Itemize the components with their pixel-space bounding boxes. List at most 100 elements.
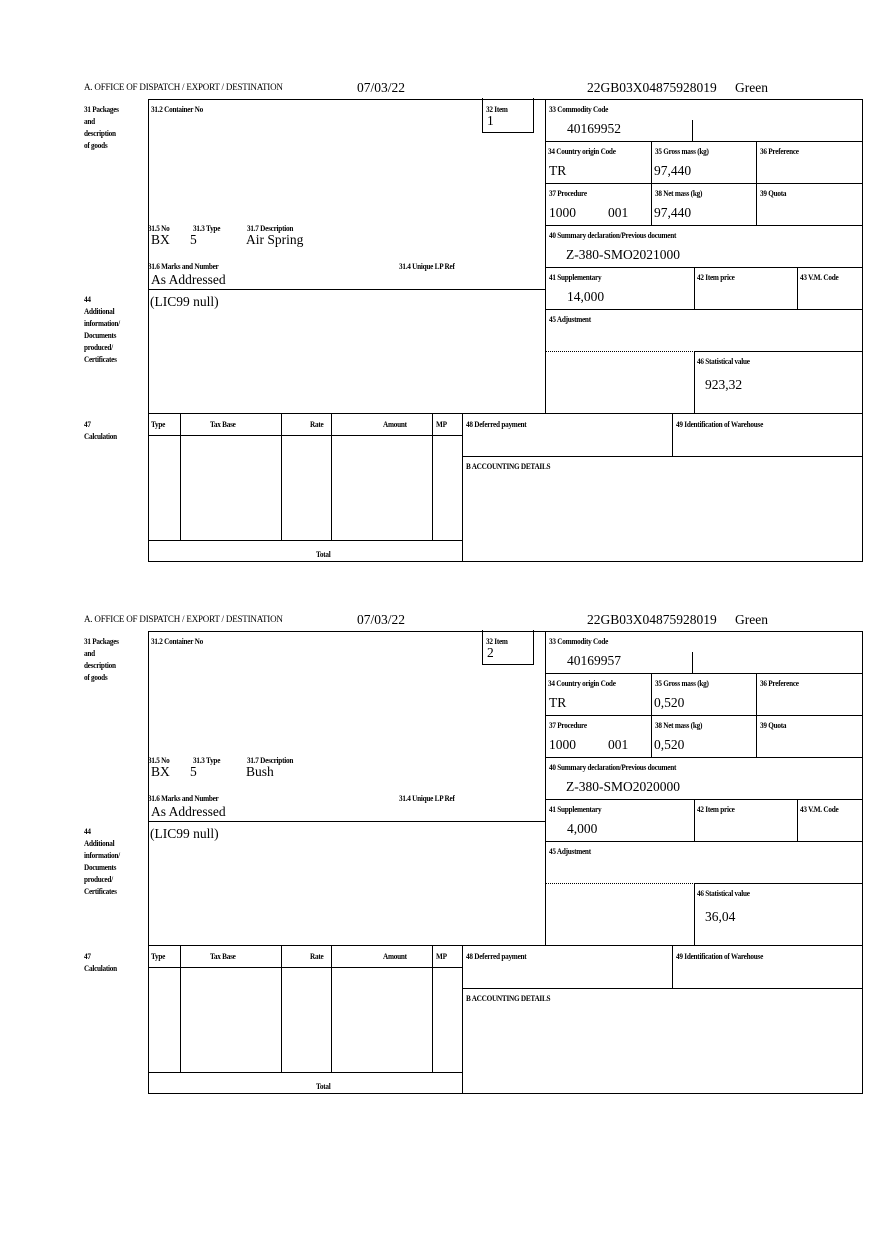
procedure-additional-value: 001: [608, 205, 629, 220]
marks-value: As Addressed: [151, 804, 226, 819]
divider: [180, 945, 181, 1072]
packages-label: of goods: [84, 140, 108, 150]
item-value: 1: [487, 113, 494, 128]
commodity-code-label: 33 Commodity Code: [549, 104, 609, 114]
quota-label: 39 Quota: [760, 720, 787, 730]
divider: [545, 351, 695, 352]
calc-rate-header: Rate: [310, 951, 324, 961]
additional-label: Certificates: [84, 354, 117, 364]
no-value: BX: [151, 764, 170, 779]
divider: [148, 1072, 462, 1073]
description-value: Bush: [246, 764, 274, 779]
calc-amount-header: Amount: [383, 419, 407, 429]
country-origin-label: 34 Country origin Code: [548, 678, 616, 688]
packages-label: and: [84, 648, 95, 658]
divider: [432, 945, 433, 1072]
divider: [692, 120, 693, 141]
calc-rate-header: Rate: [310, 419, 324, 429]
calc-amount-header: Amount: [383, 951, 407, 961]
supplementary-value: 14,000: [567, 289, 605, 304]
summary-declaration-label: 40 Summary declaration/Previous document: [549, 762, 677, 772]
packages-label: 31 Packages: [84, 104, 119, 114]
statistical-value: 36,04: [705, 909, 736, 924]
calc-type-header: Type: [151, 951, 166, 961]
divider: [281, 945, 282, 1072]
quota-label: 39 Quota: [760, 188, 787, 198]
marks-label: 31.6 Marks and Number: [148, 261, 219, 271]
divider: [148, 435, 462, 436]
divider: [545, 351, 546, 413]
office-header: A. OFFICE OF DISPATCH / EXPORT / DESTINA…: [84, 614, 283, 624]
additional-value: (LIC99 null): [150, 826, 219, 841]
net-mass-label: 38 Net mass (kg): [655, 188, 703, 198]
unique-lp-label: 31.4 Unique LP Ref: [399, 261, 455, 271]
divider: [331, 413, 332, 540]
box-32-item: [482, 630, 534, 665]
item-price-label: 42 Item price: [697, 272, 735, 282]
additional-label: 44: [84, 294, 91, 304]
supplementary-value: 4,000: [567, 821, 598, 836]
calculation-label: 47: [84, 951, 91, 961]
additional-label: Additional: [84, 306, 115, 316]
divider: [545, 883, 695, 884]
vm-code-label: 43 V.M. Code: [800, 804, 839, 814]
calc-type-header: Type: [151, 419, 166, 429]
additional-label: 44: [84, 826, 91, 836]
additional-value: (LIC99 null): [150, 294, 219, 309]
route-status: Green: [735, 80, 768, 95]
reference-number: 22GB03X04875928019: [587, 80, 717, 95]
calc-tax-base-header: Tax Base: [210, 951, 236, 961]
calculation-label: 47: [84, 419, 91, 429]
box-32-item: [482, 98, 534, 133]
description-label: 31.7 Description: [247, 223, 294, 233]
adjustment-label: 45 Adjustment: [549, 314, 591, 324]
additional-label: produced/: [84, 874, 113, 884]
packages-label: description: [84, 660, 116, 670]
type-label: 31.3 Type: [193, 223, 221, 233]
additional-label: produced/: [84, 342, 113, 352]
commodity-code-label: 33 Commodity Code: [549, 636, 609, 646]
warehouse-label: 49 Identification of Warehouse: [676, 951, 764, 961]
summary-declaration-label: 40 Summary declaration/Previous document: [549, 230, 677, 240]
description-value: Air Spring: [246, 232, 304, 247]
calc-tax-base-header: Tax Base: [210, 419, 236, 429]
procedure-label: 37 Procedure: [549, 188, 587, 198]
summary-declaration-value: Z-380-SMO2020000: [566, 779, 680, 794]
date: 07/03/22: [357, 80, 406, 95]
supplementary-label: 41 Supplementary: [549, 804, 602, 814]
container-no-label: 31.2 Container No: [151, 104, 203, 114]
calculation-label: Calculation: [84, 431, 117, 441]
type-value: 5: [190, 232, 197, 247]
commodity-code-value: 40169952: [567, 121, 621, 136]
additional-label: Documents: [84, 862, 117, 872]
type-label: 31.3 Type: [193, 755, 221, 765]
procedure-value: 1000: [549, 737, 576, 752]
gross-mass-label: 35 Gross mass (kg): [655, 146, 709, 156]
divider: [281, 413, 282, 540]
vm-code-label: 43 V.M. Code: [800, 272, 839, 282]
gross-mass-label: 35 Gross mass (kg): [655, 678, 709, 688]
container-no-label: 31.2 Container No: [151, 636, 203, 646]
marks-label: 31.6 Marks and Number: [148, 793, 219, 803]
accounting-details-label: B ACCOUNTING DETAILS: [466, 461, 551, 471]
calculation-label: Calculation: [84, 963, 117, 973]
divider: [148, 967, 462, 968]
no-label: 31.5 No: [148, 223, 170, 233]
summary-declaration-value: Z-380-SMO2021000: [566, 247, 680, 262]
box-b-accounting: [462, 988, 863, 1094]
box-45: [545, 841, 863, 884]
gross-mass-value: 97,440: [654, 163, 692, 178]
divider: [432, 413, 433, 540]
box-b-accounting: [462, 456, 863, 562]
gross-mass-value: 0,520: [654, 695, 685, 710]
country-origin-value: TR: [549, 695, 567, 710]
calc-mp-header: MP: [436, 419, 447, 429]
packages-label: of goods: [84, 672, 108, 682]
no-label: 31.5 No: [148, 755, 170, 765]
additional-label: Certificates: [84, 886, 117, 896]
divider: [148, 540, 462, 541]
commodity-code-value: 40169957: [567, 653, 621, 668]
item-label: 32 Item: [486, 636, 508, 646]
country-origin-value: TR: [549, 163, 567, 178]
divider: [545, 883, 546, 945]
